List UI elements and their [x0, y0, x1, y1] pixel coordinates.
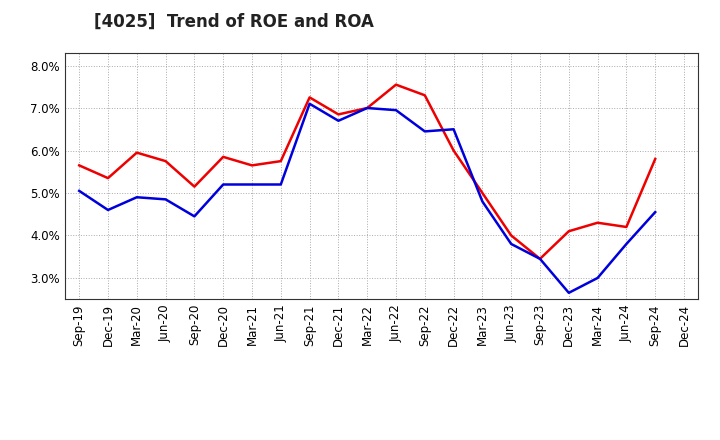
- ROE: [420, 93, 429, 98]
- ROE: [104, 176, 112, 181]
- ROA: [190, 214, 199, 219]
- Line: ROE: ROE: [79, 84, 655, 259]
- ROA: [104, 207, 112, 213]
- ROA: [132, 194, 141, 200]
- ROE: [507, 233, 516, 238]
- ROE: [449, 148, 458, 153]
- ROE: [536, 256, 544, 261]
- Text: [4025]  Trend of ROE and ROA: [4025] Trend of ROE and ROA: [94, 13, 374, 31]
- ROE: [248, 163, 256, 168]
- ROA: [593, 275, 602, 281]
- ROA: [478, 199, 487, 204]
- ROE: [334, 112, 343, 117]
- ROE: [190, 184, 199, 189]
- ROA: [276, 182, 285, 187]
- ROA: [363, 106, 372, 111]
- ROE: [392, 82, 400, 87]
- ROE: [219, 154, 228, 160]
- ROA: [507, 241, 516, 246]
- ROA: [305, 101, 314, 106]
- ROA: [420, 129, 429, 134]
- ROA: [392, 107, 400, 113]
- ROA: [449, 127, 458, 132]
- ROE: [75, 163, 84, 168]
- ROA: [564, 290, 573, 296]
- ROA: [622, 241, 631, 246]
- ROE: [161, 158, 170, 164]
- ROE: [276, 158, 285, 164]
- ROE: [132, 150, 141, 155]
- ROA: [161, 197, 170, 202]
- ROA: [334, 118, 343, 123]
- ROE: [363, 106, 372, 111]
- ROE: [651, 156, 660, 161]
- ROA: [536, 256, 544, 261]
- Legend: ROE, ROA: ROE, ROA: [298, 434, 465, 440]
- ROE: [622, 224, 631, 230]
- ROE: [593, 220, 602, 225]
- ROE: [564, 229, 573, 234]
- ROE: [478, 191, 487, 196]
- ROA: [219, 182, 228, 187]
- ROA: [248, 182, 256, 187]
- ROA: [651, 209, 660, 215]
- ROA: [75, 188, 84, 194]
- ROE: [305, 95, 314, 100]
- Line: ROA: ROA: [79, 104, 655, 293]
